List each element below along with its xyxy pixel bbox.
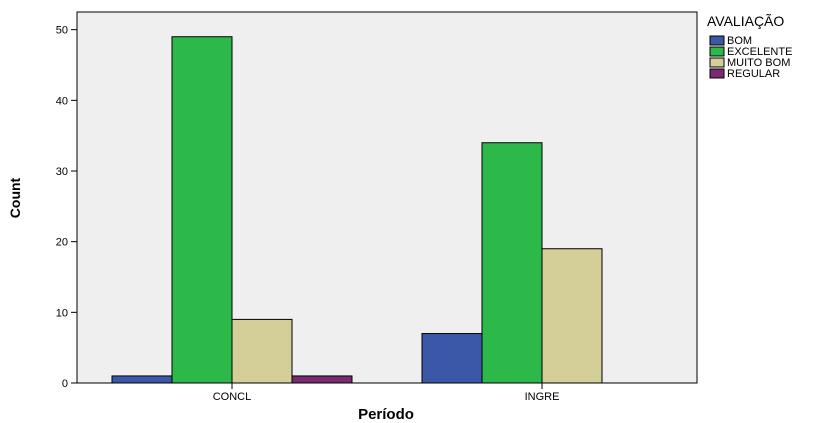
bar-excelente-concl bbox=[171, 36, 233, 384]
legend-title: AVALIAÇÃO bbox=[707, 13, 784, 29]
bar-muito-bom-ingre bbox=[541, 248, 603, 384]
y-tick-label: 50 bbox=[56, 25, 68, 37]
y-tick-label: 40 bbox=[56, 95, 68, 107]
bars-group bbox=[111, 36, 603, 384]
y-axis-title: Count bbox=[7, 177, 23, 218]
y-tick-label: 20 bbox=[56, 237, 68, 249]
bar-muito-bom-concl bbox=[231, 318, 293, 384]
legend-label: REGULAR bbox=[727, 68, 780, 80]
legend-label: EXCELENTE bbox=[727, 46, 792, 58]
plot-area bbox=[76, 11, 698, 384]
bar-regular-concl bbox=[291, 375, 353, 384]
legend-swatch bbox=[709, 68, 725, 79]
bar-excelente-ingre bbox=[481, 142, 543, 384]
y-tick-label: 0 bbox=[62, 378, 68, 390]
y-tick-label: 30 bbox=[56, 166, 68, 178]
bar-bom-concl bbox=[111, 375, 173, 384]
legend-label: BOM bbox=[727, 35, 752, 47]
x-axis: CONCL INGRE bbox=[213, 383, 560, 403]
legend-label: MUITO BOM bbox=[727, 57, 790, 69]
y-axis: 0 10 20 30 40 50 bbox=[56, 25, 77, 390]
y-tick-label: 10 bbox=[56, 307, 68, 319]
x-tick-label: CONCL bbox=[213, 391, 252, 403]
bar-bom-ingre bbox=[421, 333, 483, 384]
legend-swatch bbox=[709, 46, 725, 57]
x-tick-label: INGRE bbox=[525, 391, 560, 403]
legend-swatch bbox=[709, 35, 725, 46]
x-axis-title: Período bbox=[358, 406, 414, 423]
legend-swatch bbox=[709, 57, 725, 68]
